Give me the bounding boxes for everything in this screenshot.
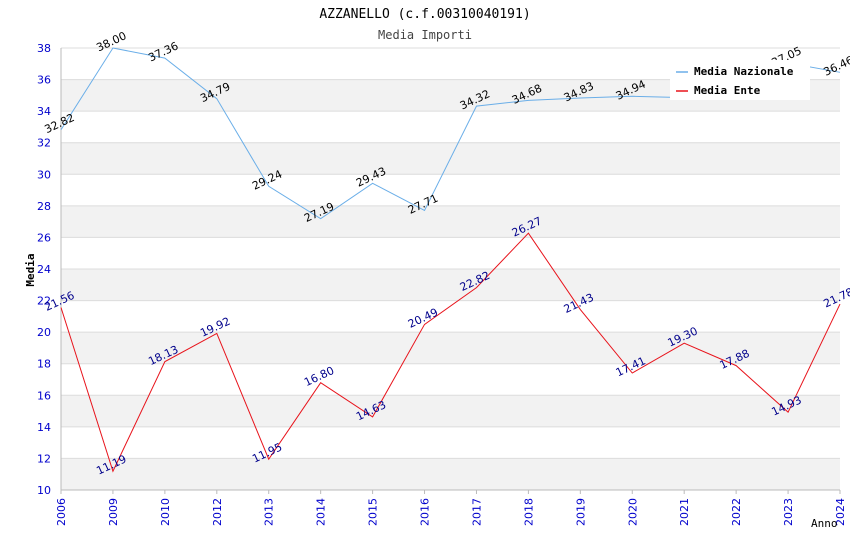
x-tick-label: 2015 <box>367 498 380 526</box>
x-tick-label: 2013 <box>263 498 276 526</box>
y-tick-label: 26 <box>37 231 51 244</box>
y-tick-label: 18 <box>37 358 51 371</box>
grid-band <box>61 269 840 301</box>
x-tick-label: 2020 <box>626 498 639 526</box>
y-tick-label: 30 <box>37 168 51 181</box>
y-axis-label: Media <box>24 253 37 286</box>
x-tick-label: 2019 <box>574 498 587 526</box>
y-tick-label: 16 <box>37 389 51 402</box>
x-axis-label: Anno <box>811 517 838 530</box>
y-tick-label: 22 <box>37 295 51 308</box>
y-tick-label: 14 <box>37 421 51 434</box>
y-tick-label: 34 <box>37 105 51 118</box>
x-tick-label: 2018 <box>522 498 535 526</box>
x-tick-label: 2014 <box>315 498 328 526</box>
y-tick-label: 12 <box>37 452 51 465</box>
y-tick-label: 24 <box>37 263 51 276</box>
data-label: 36.46 <box>821 54 850 79</box>
series-line-media-ente <box>60 232 841 473</box>
x-tick-label: 2017 <box>470 498 483 526</box>
y-tick-label: 32 <box>37 137 51 150</box>
x-tick-label: 2023 <box>782 498 795 526</box>
x-tick-label: 2012 <box>211 498 224 526</box>
x-tick-label: 2022 <box>730 498 743 526</box>
grid-band <box>61 395 840 427</box>
data-label: 21.56 <box>42 289 76 314</box>
grid-band <box>61 205 840 238</box>
legend: Media Nazionale Media Ente <box>670 60 810 100</box>
y-tick-label: 38 <box>37 42 51 55</box>
x-tick-label: 2006 <box>55 498 68 526</box>
y-tick-label: 36 <box>37 74 51 87</box>
plot-background-bands <box>61 79 840 490</box>
y-tick-label: 20 <box>37 326 51 339</box>
grid-band <box>61 458 840 490</box>
x-tick-label: 2010 <box>159 498 172 526</box>
data-label: 37.36 <box>146 39 180 64</box>
chart-subtitle: Media Importi <box>378 28 472 42</box>
x-tick-label: 2021 <box>678 498 691 526</box>
legend-box <box>670 60 810 100</box>
x-tick-label: 2009 <box>107 498 120 526</box>
x-tick-label: 2024 <box>834 498 847 526</box>
x-tick-label: 2016 <box>419 498 432 526</box>
y-tick-labels: 10 12 14 16 18 20 22 24 26 28 30 32 34 36 38 <box>37 42 51 497</box>
legend-label-media-ente: Media Ente <box>694 84 761 97</box>
x-tick-labels: 2006 2009 2010 2012 2013 2014 2015 2016 2017 2018… <box>55 498 847 526</box>
y-tick-label: 28 <box>37 200 51 213</box>
legend-label-media-nazionale: Media Nazionale <box>694 65 794 78</box>
y-tick-label: 10 <box>37 484 51 497</box>
chart-title: AZZANELLO (c.f.00310040191) <box>319 7 530 22</box>
axes <box>60 48 841 494</box>
